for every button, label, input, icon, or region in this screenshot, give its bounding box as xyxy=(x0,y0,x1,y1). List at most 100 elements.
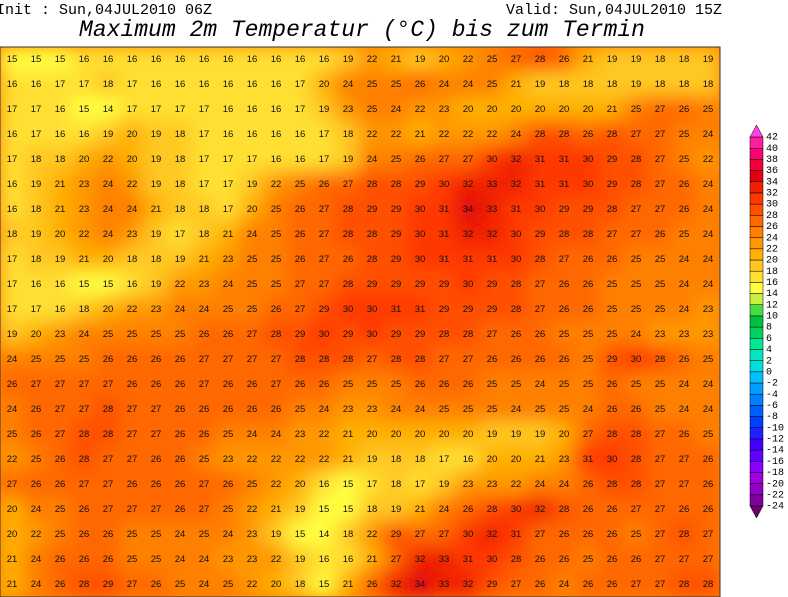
temperature-cell xyxy=(95,47,121,73)
temperature-cell xyxy=(527,221,553,248)
temperature-value: 31 xyxy=(415,304,426,315)
temperature-cell xyxy=(23,421,49,448)
temperature-cell xyxy=(359,96,385,123)
temperature-cell xyxy=(215,371,241,398)
temperature-value: 29 xyxy=(463,304,474,315)
temperature-value: 33 xyxy=(487,179,498,190)
temperature-value: 30 xyxy=(367,304,378,315)
temperature-value: 17 xyxy=(295,79,306,90)
temperature-cell xyxy=(23,96,49,123)
temperature-value: 26 xyxy=(55,479,66,490)
temperature-cell xyxy=(359,521,385,548)
temperature-value: 24 xyxy=(31,579,42,590)
temperature-value: 16 xyxy=(271,104,282,115)
temperature-value: 24 xyxy=(463,79,474,90)
temperature-cell xyxy=(311,471,337,498)
temperature-cell xyxy=(143,171,169,198)
temperature-value: 24 xyxy=(127,204,138,215)
temperature-cell xyxy=(311,396,337,423)
temperature-cell xyxy=(599,96,625,123)
temperature-value: 28 xyxy=(631,429,642,440)
temperature-value: 24 xyxy=(223,529,234,540)
temperature-value: 27 xyxy=(535,279,546,290)
temperature-value: 26 xyxy=(631,554,642,565)
colorbar: -24-22-20-18-16-14-12-10-8-6-4-202468101… xyxy=(749,124,784,519)
temperature-cell xyxy=(167,371,193,398)
temperature-cell xyxy=(527,296,553,323)
temperature-cell xyxy=(527,96,553,123)
temperature-value: 16 xyxy=(223,79,234,90)
temperature-cell xyxy=(575,47,601,73)
temperature-value: 27 xyxy=(103,454,114,465)
temperature-cell xyxy=(191,246,217,273)
temperature-cell xyxy=(455,346,481,373)
temperature-value: 17 xyxy=(175,104,186,115)
colorbar-label: 28 xyxy=(766,211,778,222)
temperature-value: 28 xyxy=(559,504,570,515)
temperature-cell xyxy=(191,146,217,173)
colorbar-band xyxy=(749,315,764,328)
temperature-cell xyxy=(335,271,361,298)
temperature-value: 23 xyxy=(247,554,258,565)
temperature-cell xyxy=(239,171,265,198)
temperature-cell xyxy=(623,96,649,123)
temperature-cell xyxy=(23,571,49,597)
temperature-cell xyxy=(503,221,529,248)
temperature-cell xyxy=(287,471,313,498)
temperature-value: 27 xyxy=(679,554,690,565)
temperature-cell xyxy=(407,421,433,448)
temperature-cell xyxy=(335,246,361,273)
temperature-value: 17 xyxy=(31,304,42,315)
temperature-value: 26 xyxy=(79,529,90,540)
temperature-value: 25 xyxy=(247,279,258,290)
temperature-value: 24 xyxy=(679,304,690,315)
temperature-value: 29 xyxy=(415,279,426,290)
temperature-cell xyxy=(623,47,649,73)
temperature-cell xyxy=(575,221,601,248)
temperature-value: 17 xyxy=(7,254,18,265)
temperature-cell xyxy=(143,371,169,398)
temperature-value: 20 xyxy=(511,454,522,465)
temperature-value: 26 xyxy=(583,529,594,540)
temperature-cell xyxy=(671,421,697,448)
temperature-value: 19 xyxy=(151,229,162,240)
temperature-value: 32 xyxy=(487,229,498,240)
temperature-value: 25 xyxy=(247,304,258,315)
temperature-value: 16 xyxy=(7,129,18,140)
temperature-cell xyxy=(0,296,25,323)
temperature-cell xyxy=(23,221,49,248)
temperature-value: 25 xyxy=(487,54,498,65)
temperature-value: 20 xyxy=(295,479,306,490)
temperature-value: 29 xyxy=(559,204,570,215)
temperature-cell xyxy=(479,246,505,273)
temperature-cell xyxy=(167,96,193,123)
temperature-value: 17 xyxy=(31,129,42,140)
temperature-cell xyxy=(95,71,121,98)
temperature-cell xyxy=(407,121,433,148)
temperature-value: 26 xyxy=(295,204,306,215)
temperature-cell xyxy=(119,521,145,548)
temperature-cell xyxy=(503,296,529,323)
temperature-value: 27 xyxy=(631,204,642,215)
temperature-cell xyxy=(287,47,313,73)
temperature-cell xyxy=(503,96,529,123)
temperature-cell xyxy=(47,246,73,273)
temperature-value: 30 xyxy=(415,204,426,215)
temperature-cell xyxy=(23,521,49,548)
temperature-cell xyxy=(287,121,313,148)
temperature-value: 18 xyxy=(703,79,714,90)
temperature-value: 25 xyxy=(391,154,402,165)
colorbar-band xyxy=(749,237,764,250)
temperature-value: 25 xyxy=(583,379,594,390)
temperature-value: 27 xyxy=(271,379,282,390)
temperature-value: 17 xyxy=(199,179,210,190)
temperature-value: 16 xyxy=(223,129,234,140)
temperature-value: 26 xyxy=(607,504,618,515)
temperature-cell xyxy=(47,396,73,423)
temperature-cell xyxy=(383,71,409,98)
temperature-value: 16 xyxy=(151,79,162,90)
temperature-cell xyxy=(71,471,97,498)
temperature-cell xyxy=(311,246,337,273)
temperature-cell xyxy=(311,121,337,148)
colorbar-band xyxy=(749,270,764,283)
